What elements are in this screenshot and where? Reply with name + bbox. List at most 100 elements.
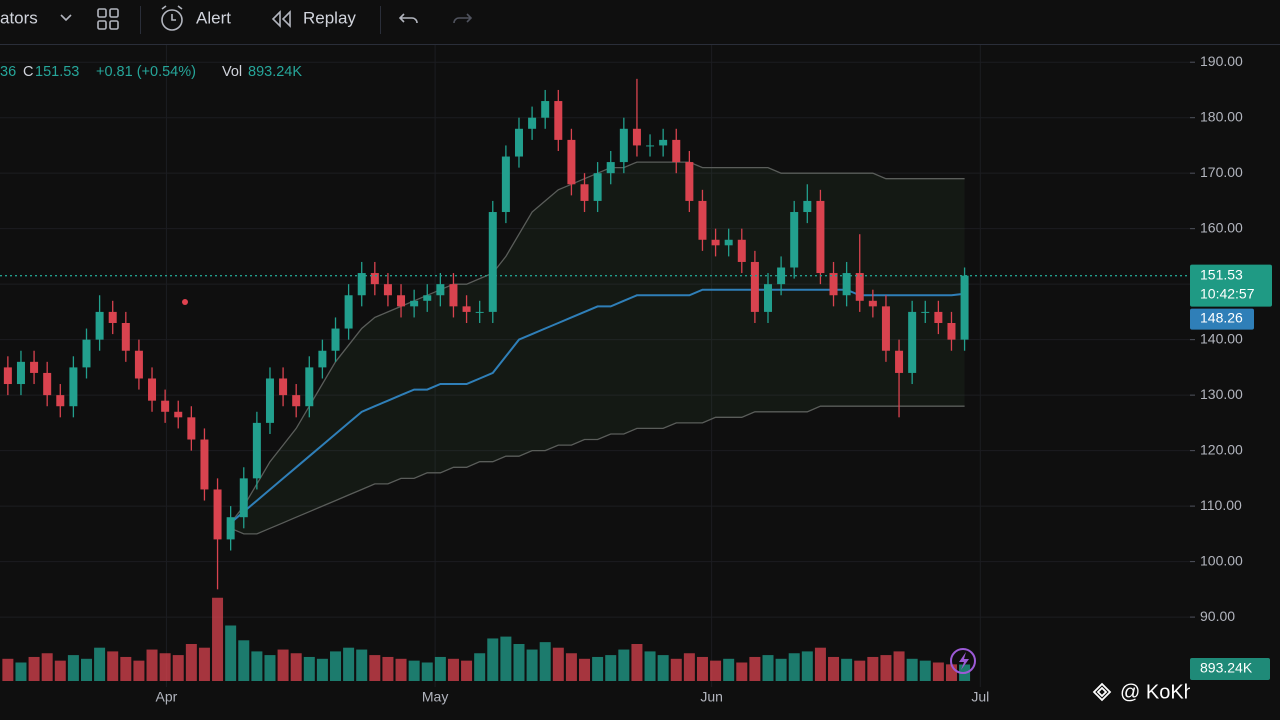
candle-body <box>881 306 890 351</box>
band-fill <box>230 162 965 534</box>
volume-bar <box>579 658 591 681</box>
volume-bar <box>618 649 630 681</box>
volume-bar <box>631 644 643 681</box>
volume-bar <box>146 649 158 681</box>
y-tick-label: 120.00 <box>1200 441 1243 457</box>
candle-body <box>685 162 694 201</box>
candle-body <box>449 284 458 307</box>
candle-body <box>108 311 117 323</box>
candle-body <box>567 139 576 185</box>
lightning-icon[interactable] <box>950 648 976 674</box>
candle-body <box>960 275 969 340</box>
candle-body <box>698 200 707 240</box>
candle-body <box>252 422 261 479</box>
x-tick-label: May <box>422 689 448 705</box>
volume-bar <box>513 644 525 681</box>
dropdown-icon[interactable] <box>60 14 72 22</box>
candle-body <box>69 367 78 407</box>
volume-bar <box>290 653 302 681</box>
last-price-tag <box>1190 264 1272 307</box>
candle-body <box>528 117 537 129</box>
candle-body <box>410 300 419 307</box>
candle-body <box>646 145 655 147</box>
candle-body <box>265 378 274 423</box>
candle-body <box>934 311 943 323</box>
candle-body <box>436 284 445 296</box>
volume-bar <box>814 647 826 681</box>
candle-body <box>397 295 406 307</box>
candle-body <box>200 439 209 490</box>
candle-body <box>488 212 497 312</box>
volume-bar <box>775 658 787 681</box>
volume-bar <box>212 597 224 681</box>
candle-body <box>816 200 825 274</box>
volume-bar <box>225 625 237 681</box>
header-fragment: 36 <box>0 64 16 80</box>
candle-body <box>134 350 143 379</box>
volume-bar <box>487 638 499 681</box>
volume-bar <box>801 651 813 681</box>
candle-body <box>750 261 759 312</box>
volume-bar <box>723 658 735 681</box>
undo-button[interactable] <box>398 13 418 24</box>
volume-bar <box>330 651 342 681</box>
candle-body <box>213 489 222 540</box>
volume-bar <box>906 658 918 681</box>
alert-button[interactable]: Alert <box>196 8 231 27</box>
header-volume: 893.24K <box>248 64 302 80</box>
volume-bar <box>474 653 486 681</box>
volume-bar <box>343 647 355 681</box>
volume-bar <box>251 651 263 681</box>
candle-body <box>501 156 510 213</box>
volume-bar <box>867 656 879 681</box>
replay-button[interactable]: Replay <box>303 8 356 27</box>
header-change: +0.81 (+0.54%) <box>96 64 196 80</box>
x-tick-label: Jul <box>971 689 989 705</box>
redo-button[interactable] <box>453 13 473 24</box>
candle-body <box>318 350 327 368</box>
candle-body <box>514 128 523 157</box>
candle-body <box>632 128 641 146</box>
candle-body <box>672 139 681 163</box>
candle-body <box>619 128 628 163</box>
y-tick-label: 170.00 <box>1200 164 1243 180</box>
volume-bar <box>107 651 119 681</box>
candle-body <box>895 350 904 373</box>
candle-body <box>763 284 772 312</box>
candle-body <box>331 328 340 351</box>
volume-bar <box>264 655 276 681</box>
candle-body <box>868 300 877 307</box>
volume-bar <box>893 651 905 681</box>
volume-value: 893.24K <box>1200 660 1253 676</box>
x-tick-label: Jun <box>700 689 723 705</box>
candle-body <box>423 295 432 301</box>
volume-bar <box>605 655 617 681</box>
alert-icon[interactable] <box>161 5 183 31</box>
candle-body <box>541 101 550 118</box>
volume-bar <box>788 653 800 681</box>
replay-icon[interactable] <box>271 10 291 28</box>
candle-body <box>370 273 379 285</box>
volume-bar <box>539 642 551 681</box>
candle-body <box>737 239 746 262</box>
volume-bar <box>395 658 407 681</box>
ma-tag <box>1190 308 1254 330</box>
volume-prefix: Vol <box>222 64 242 80</box>
volume-bar <box>238 640 250 681</box>
candle-body <box>344 295 353 329</box>
volume-bar <box>828 656 840 681</box>
candle-body <box>161 400 170 412</box>
event-marker[interactable] <box>182 299 188 305</box>
candle-body <box>855 273 864 301</box>
y-tick-label: 160.00 <box>1200 219 1243 235</box>
candle-body <box>921 311 930 313</box>
volume-bar <box>447 658 459 681</box>
layout-icon[interactable] <box>97 8 119 30</box>
volume-bar <box>369 655 381 681</box>
volume-bar <box>356 649 368 681</box>
candle-body <box>842 273 851 296</box>
volume-bar <box>749 656 761 681</box>
candle-body <box>292 395 301 407</box>
indicators-button[interactable]: ators <box>0 8 38 27</box>
candle-body <box>908 311 917 373</box>
